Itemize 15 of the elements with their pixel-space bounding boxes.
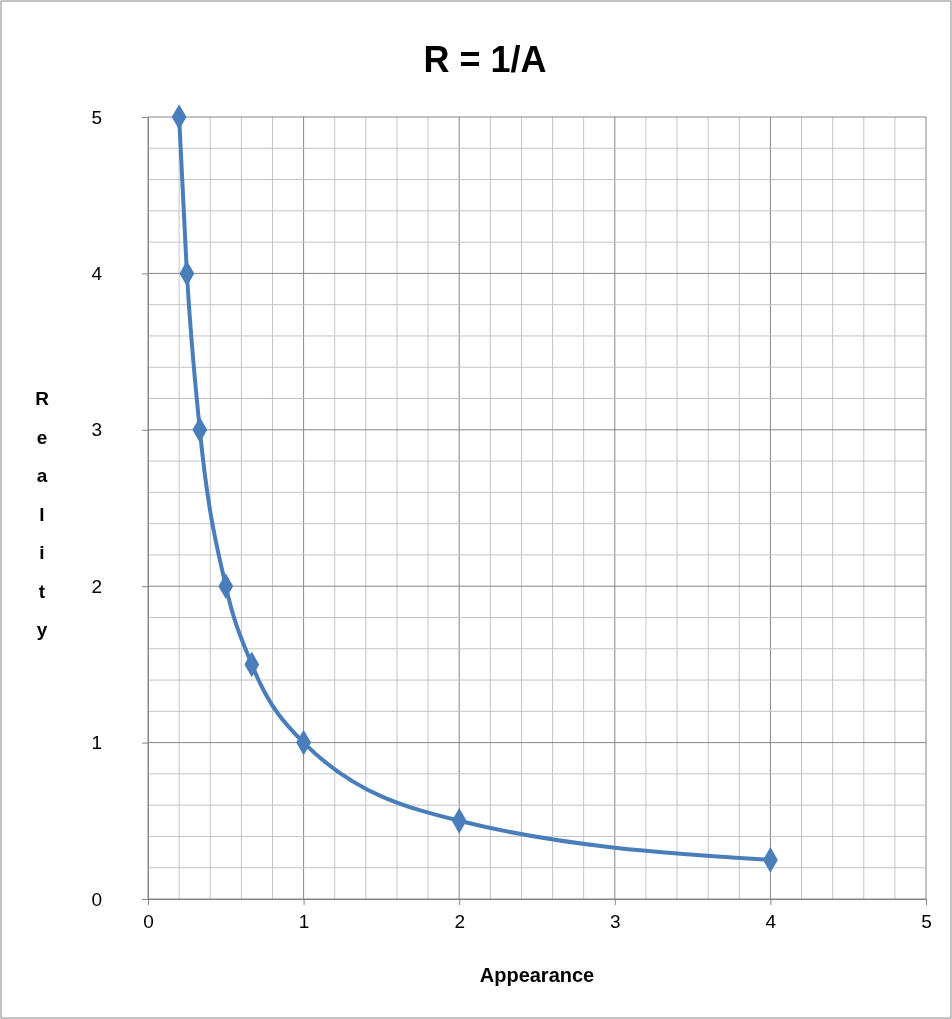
x-tick-label: 2	[454, 911, 465, 933]
x-tick-label: 0	[143, 911, 154, 933]
y-tick-label: 3	[91, 419, 102, 441]
x-tick-label: 1	[298, 911, 310, 933]
chart-title: R = 1/A	[423, 39, 547, 80]
y-tick-label: 4	[91, 262, 103, 284]
y-axis-title: Reality	[35, 388, 50, 640]
x-tick-label: 5	[921, 911, 932, 933]
y-tick-label: 5	[91, 106, 102, 128]
y-tick-label: 0	[91, 888, 102, 910]
x-tick-label: 3	[610, 911, 621, 933]
y-tick-label: 1	[91, 732, 102, 754]
x-tick-label: 4	[765, 911, 777, 933]
y-tick-label: 2	[91, 575, 102, 597]
x-axis-title: Appearance	[479, 964, 595, 986]
